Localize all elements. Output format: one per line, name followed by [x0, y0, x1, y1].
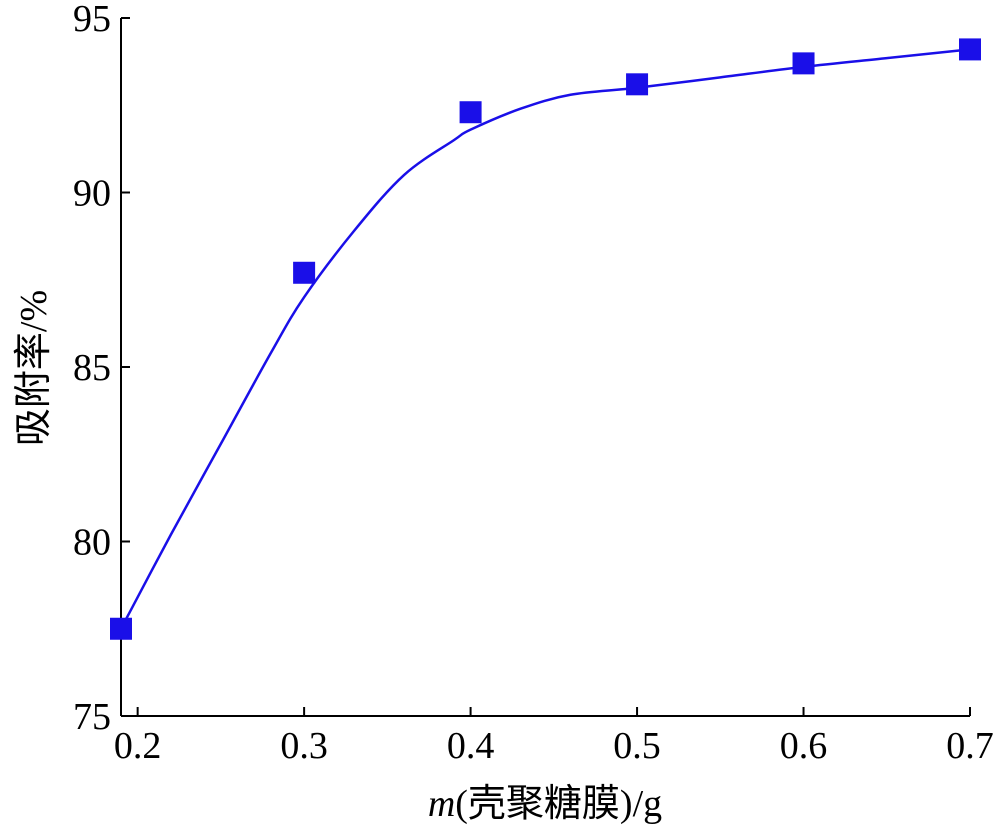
- x-axis-unit-label: (壳聚糖膜)/g: [455, 783, 662, 825]
- x-tick-label: 0.5: [613, 725, 661, 767]
- y-axis-label: 吸附率/%: [13, 290, 55, 446]
- data-series: [110, 38, 981, 640]
- y-tick-label: 95: [73, 0, 111, 40]
- data-point-marker: [110, 617, 132, 640]
- x-axis-variable: m: [428, 783, 455, 825]
- axes: [120, 18, 970, 717]
- y-tick-label: 85: [73, 347, 111, 389]
- x-tick-label: 0.4: [447, 725, 495, 767]
- data-point-marker: [626, 73, 649, 96]
- y-tick-label: 80: [73, 522, 111, 564]
- fit-curve: [119, 48, 971, 630]
- data-point-marker: [792, 52, 815, 75]
- x-axis-label: m(壳聚糖膜)/g: [428, 783, 662, 825]
- data-point-marker: [959, 38, 981, 61]
- x-ticks: 0.2 0.3 0.4 0.5 0.6 0.7: [114, 707, 994, 767]
- data-point-marker: [459, 101, 482, 124]
- y-tick-label: 90: [73, 173, 111, 215]
- y-tick-label: 75: [73, 696, 111, 738]
- x-tick-label: 0.6: [780, 725, 828, 767]
- y-ticks: 75 80 85 90 95: [73, 0, 130, 738]
- data-point-marker: [293, 261, 316, 284]
- x-tick-label: 0.3: [280, 725, 328, 767]
- x-tick-label: 0.7: [946, 725, 994, 767]
- x-tick-label: 0.2: [114, 725, 162, 767]
